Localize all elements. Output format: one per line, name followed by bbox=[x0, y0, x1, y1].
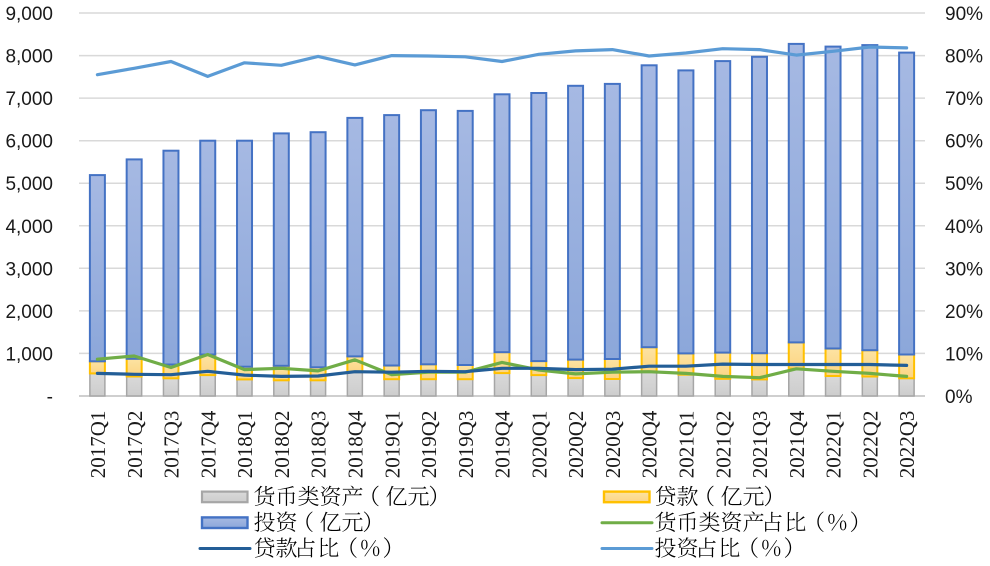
svg-text:2020Q1: 2020Q1 bbox=[527, 411, 551, 479]
svg-text:2,000: 2,000 bbox=[5, 302, 53, 323]
svg-text:20%: 20% bbox=[945, 302, 983, 323]
svg-text:-: - bbox=[47, 387, 53, 408]
svg-text:7,000: 7,000 bbox=[5, 89, 53, 110]
svg-text:4,000: 4,000 bbox=[5, 217, 53, 238]
svg-text:40%: 40% bbox=[945, 217, 983, 238]
svg-text:2018Q3: 2018Q3 bbox=[307, 411, 331, 479]
svg-text:2019Q1: 2019Q1 bbox=[380, 411, 404, 479]
svg-text:2020Q3: 2020Q3 bbox=[601, 411, 625, 479]
svg-text:2022Q2: 2022Q2 bbox=[858, 411, 882, 479]
svg-text:30%: 30% bbox=[945, 259, 983, 280]
svg-text:2022Q1: 2022Q1 bbox=[822, 411, 846, 479]
svg-text:90%: 90% bbox=[945, 4, 983, 25]
svg-text:3,000: 3,000 bbox=[5, 259, 53, 280]
svg-text:8,000: 8,000 bbox=[5, 47, 53, 68]
svg-text:2017Q2: 2017Q2 bbox=[123, 411, 147, 479]
svg-text:2020Q4: 2020Q4 bbox=[638, 410, 662, 478]
svg-text:2019Q4: 2019Q4 bbox=[491, 410, 515, 478]
svg-text:70%: 70% bbox=[945, 89, 983, 110]
svg-text:10%: 10% bbox=[945, 344, 983, 365]
svg-text:2021Q1: 2021Q1 bbox=[675, 411, 699, 479]
svg-text:9,000: 9,000 bbox=[5, 4, 53, 25]
svg-text:5,000: 5,000 bbox=[5, 174, 53, 195]
svg-text:2018Q1: 2018Q1 bbox=[233, 411, 257, 479]
svg-text:50%: 50% bbox=[945, 174, 983, 195]
svg-text:2021Q2: 2021Q2 bbox=[711, 411, 735, 479]
svg-text:2022Q3: 2022Q3 bbox=[895, 411, 919, 479]
svg-text:2019Q2: 2019Q2 bbox=[417, 411, 441, 479]
svg-text:60%: 60% bbox=[945, 132, 983, 153]
svg-text:2018Q4: 2018Q4 bbox=[344, 410, 368, 478]
svg-text:1,000: 1,000 bbox=[5, 344, 53, 365]
svg-text:2018Q2: 2018Q2 bbox=[270, 411, 294, 479]
svg-text:2019Q3: 2019Q3 bbox=[454, 411, 478, 479]
svg-text:2021Q4: 2021Q4 bbox=[785, 410, 809, 478]
svg-text:80%: 80% bbox=[945, 47, 983, 68]
svg-text:2020Q2: 2020Q2 bbox=[564, 411, 588, 479]
svg-text:2017Q3: 2017Q3 bbox=[160, 411, 184, 479]
svg-text:2017Q1: 2017Q1 bbox=[86, 411, 110, 479]
svg-text:0%: 0% bbox=[945, 387, 973, 408]
svg-text:6,000: 6,000 bbox=[5, 132, 53, 153]
svg-text:2021Q3: 2021Q3 bbox=[748, 411, 772, 479]
svg-text:2017Q4: 2017Q4 bbox=[196, 410, 220, 478]
